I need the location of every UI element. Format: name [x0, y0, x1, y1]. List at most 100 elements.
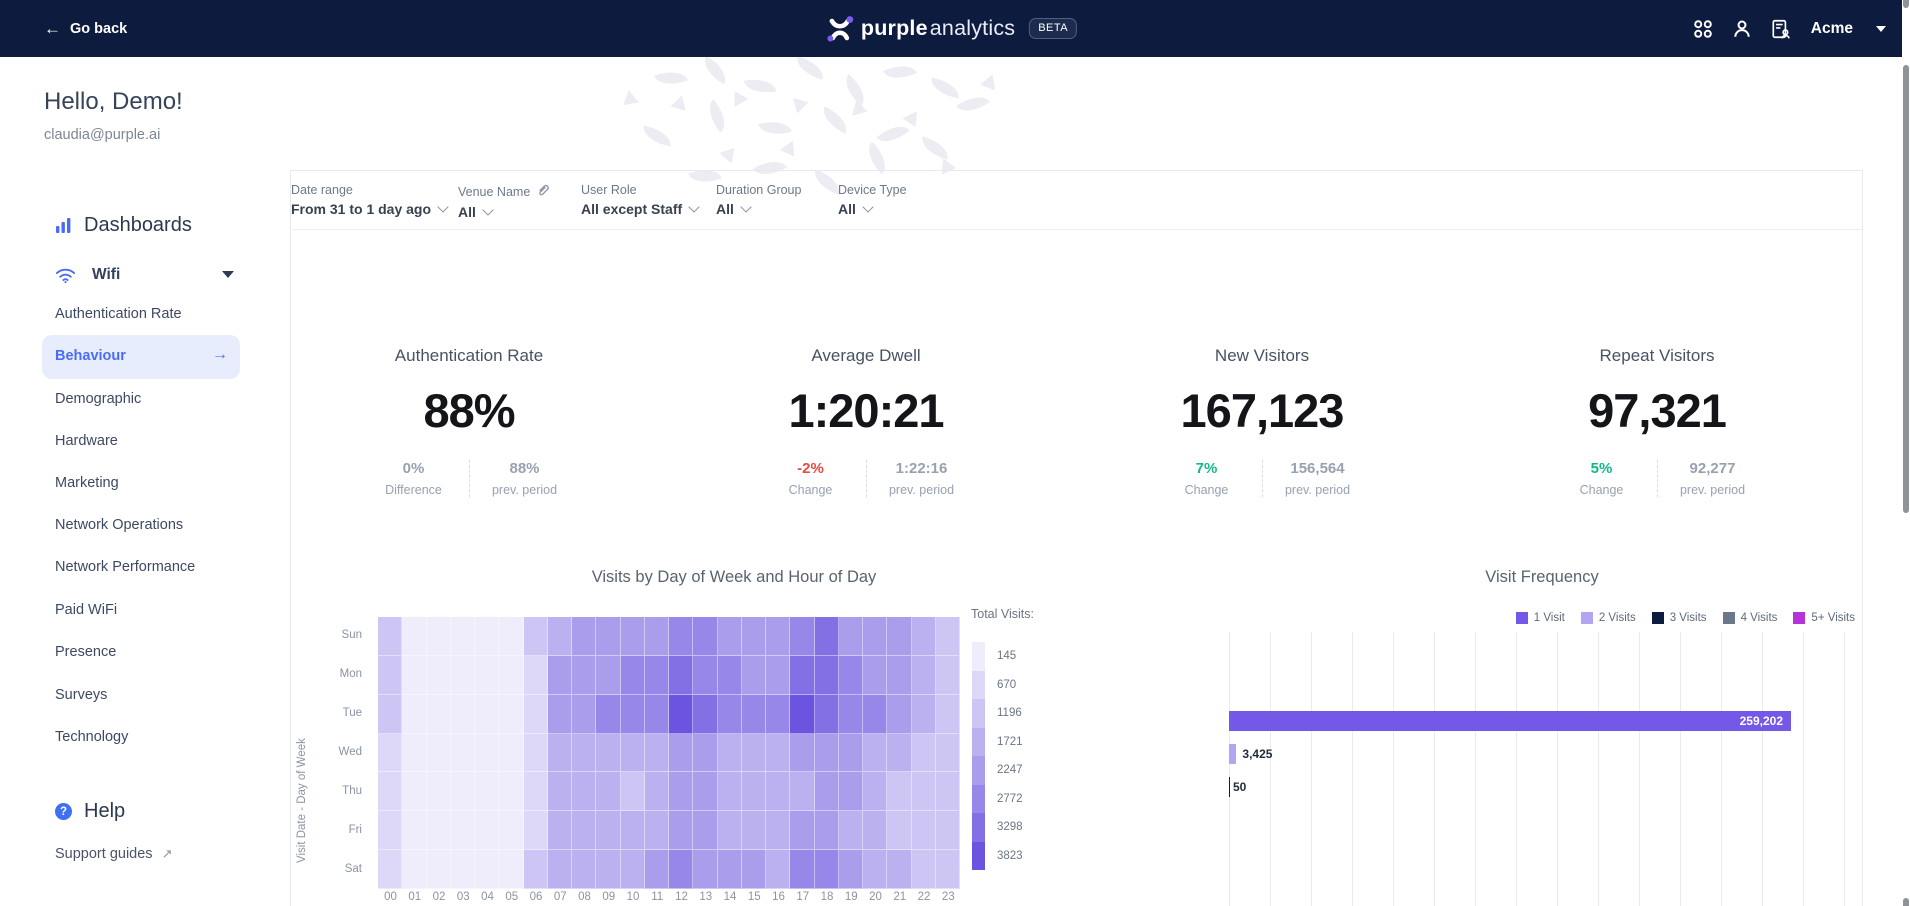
scrollbar-top-nub[interactable]	[1903, 0, 1909, 8]
external-link-icon: ↗	[161, 846, 173, 861]
heatmap-cell	[887, 811, 912, 851]
legend-label: 3 Visits	[1669, 612, 1707, 624]
legend-label: 5+ Visits	[1811, 612, 1855, 624]
heatmap-cell	[499, 655, 524, 695]
heatmap-cell	[814, 850, 839, 889]
kpi-stat-divider	[1261, 460, 1263, 497]
heatmap-cell	[450, 655, 475, 695]
filter-user-role[interactable]: User Role All except Staff	[581, 183, 700, 217]
heatmap-cell	[838, 655, 863, 695]
go-back-button[interactable]: ← Go back	[44, 0, 127, 57]
legend-label: 1 Visit	[1533, 612, 1565, 624]
user-icon[interactable]	[1731, 18, 1753, 40]
scrollbar-bottom-nub[interactable]	[1903, 898, 1909, 906]
heatmap-cell	[523, 617, 548, 656]
petal-triangle-shape	[728, 87, 749, 107]
heatmap-cell	[717, 655, 742, 695]
heatmap-cell	[669, 772, 694, 812]
apps-grid-icon[interactable]	[1692, 18, 1714, 40]
petal-triangle-shape	[719, 142, 740, 163]
sidebar-item-authentication-rate[interactable]: Authentication Rate	[55, 301, 182, 327]
heatmap-cell	[838, 772, 863, 812]
sidebar-group-wifi[interactable]: Wifi	[55, 262, 240, 288]
bar-value-label: 50	[1233, 780, 1247, 794]
sidebar-item-label: Marketing	[55, 475, 119, 491]
petal-leaf-shape	[818, 106, 852, 134]
heatmap-cell	[402, 617, 427, 656]
support-guides-link[interactable]: Support guides ↗	[55, 846, 172, 862]
org-switcher[interactable]: Acme	[1810, 19, 1853, 37]
heatmap-cell	[475, 850, 500, 889]
sidebar-item-demographic[interactable]: Demographic	[55, 386, 141, 412]
heatmap-cell	[547, 811, 572, 851]
heatmap-legend-value: 2772	[997, 792, 1023, 805]
legend-item-2-visits[interactable]: 2 Visits	[1580, 612, 1636, 624]
heatmap-cell	[911, 617, 936, 656]
top-nav-bar: ← Go back purple analytics BETA	[0, 0, 1902, 57]
sidebar-item-behaviour[interactable]: Behaviour	[55, 343, 126, 369]
sidebar-item-marketing[interactable]: Marketing	[55, 470, 119, 496]
heatmap-cell	[426, 694, 451, 734]
heatmap-cell	[911, 655, 936, 695]
filter-value: All	[716, 201, 734, 217]
sidebar-item-surveys[interactable]: Surveys	[55, 682, 107, 708]
filter-value: From 31 to 1 day ago	[291, 201, 432, 217]
heatmap-cell	[547, 850, 572, 889]
heatmap-cell	[935, 617, 960, 656]
user-email: claudia@purple.ai	[44, 127, 161, 143]
legend-item-5--visits[interactable]: 5+ Visits	[1793, 612, 1855, 624]
heatmap-cell	[790, 850, 815, 889]
legend-item-3-visits[interactable]: 3 Visits	[1651, 612, 1707, 624]
gridline	[1803, 632, 1804, 906]
heatmap-cell	[450, 850, 475, 889]
petal-leaf-shape	[640, 125, 674, 147]
heatmap-cell	[911, 772, 936, 812]
heatmap-cell	[547, 694, 572, 734]
sidebar-item-label: Technology	[55, 729, 129, 745]
heatmap-hour-label: 23	[941, 891, 955, 903]
sidebar-item-presence[interactable]: Presence	[55, 639, 116, 665]
heatmap-cell	[863, 772, 888, 812]
heatmap-cell	[402, 850, 427, 889]
heatmap-legend-swatch	[972, 642, 985, 671]
sidebar-item-paid-wifi[interactable]: Paid WiFi	[55, 597, 117, 623]
wifi-group-collapse-caret-icon[interactable]	[222, 271, 234, 278]
sidebar-item-hardware[interactable]: Hardware	[55, 428, 118, 454]
heatmap-hour-label: 08	[578, 891, 591, 903]
filter-device-type[interactable]: Device Type All	[838, 183, 907, 217]
legend-item-1-visit[interactable]: 1 Visit	[1515, 612, 1565, 624]
heatmap-day-label: Sat	[344, 862, 362, 875]
heatmap-cell	[644, 617, 669, 656]
kpi-stats-row: 7% Change 156,564 prev. period	[1082, 460, 1442, 497]
sidebar-item-label: Network Operations	[55, 517, 184, 533]
filter-date-range[interactable]: Date range From 31 to 1 day ago	[291, 183, 449, 217]
sidebar-item-network-performance[interactable]: Network Performance	[55, 554, 195, 580]
petal-leaf-shape	[883, 58, 917, 86]
heatmap-cell	[790, 694, 815, 734]
gridline	[1229, 632, 1230, 906]
help-heading-label: Help	[84, 800, 126, 822]
filter-duration-group[interactable]: Duration Group All	[716, 183, 801, 217]
heatmap-cell	[402, 694, 427, 734]
heatmap-cell	[935, 850, 960, 889]
petal-leaf-shape	[698, 55, 732, 85]
brand-name-light: analytics	[929, 16, 1016, 40]
petal-triangle-shape	[787, 92, 808, 113]
kpi-stat-value: 92,277	[1689, 460, 1736, 477]
heatmap-cell	[475, 733, 500, 773]
filter-row-divider	[290, 229, 1862, 230]
kpi-stat-divider	[865, 460, 867, 497]
heatmap-hour-label: 13	[699, 891, 713, 903]
org-building-icon[interactable]	[1770, 18, 1792, 40]
heatmap-cell	[741, 850, 766, 889]
org-caret-down-icon[interactable]	[1876, 25, 1886, 32]
petal-leaf-shape	[743, 75, 777, 97]
filter-venue-name[interactable]: Venue Name All	[458, 183, 550, 220]
heatmap-cell	[935, 694, 960, 734]
sidebar-item-network-operations[interactable]: Network Operations	[55, 512, 183, 538]
legend-item-4-visits[interactable]: 4 Visits	[1722, 612, 1777, 624]
scrollbar-thumb[interactable]	[1903, 65, 1909, 513]
sidebar-item-technology[interactable]: Technology	[55, 724, 128, 750]
heatmap-legend-value: 2247	[997, 764, 1023, 776]
kpi-stat-label: Change	[1579, 483, 1624, 497]
